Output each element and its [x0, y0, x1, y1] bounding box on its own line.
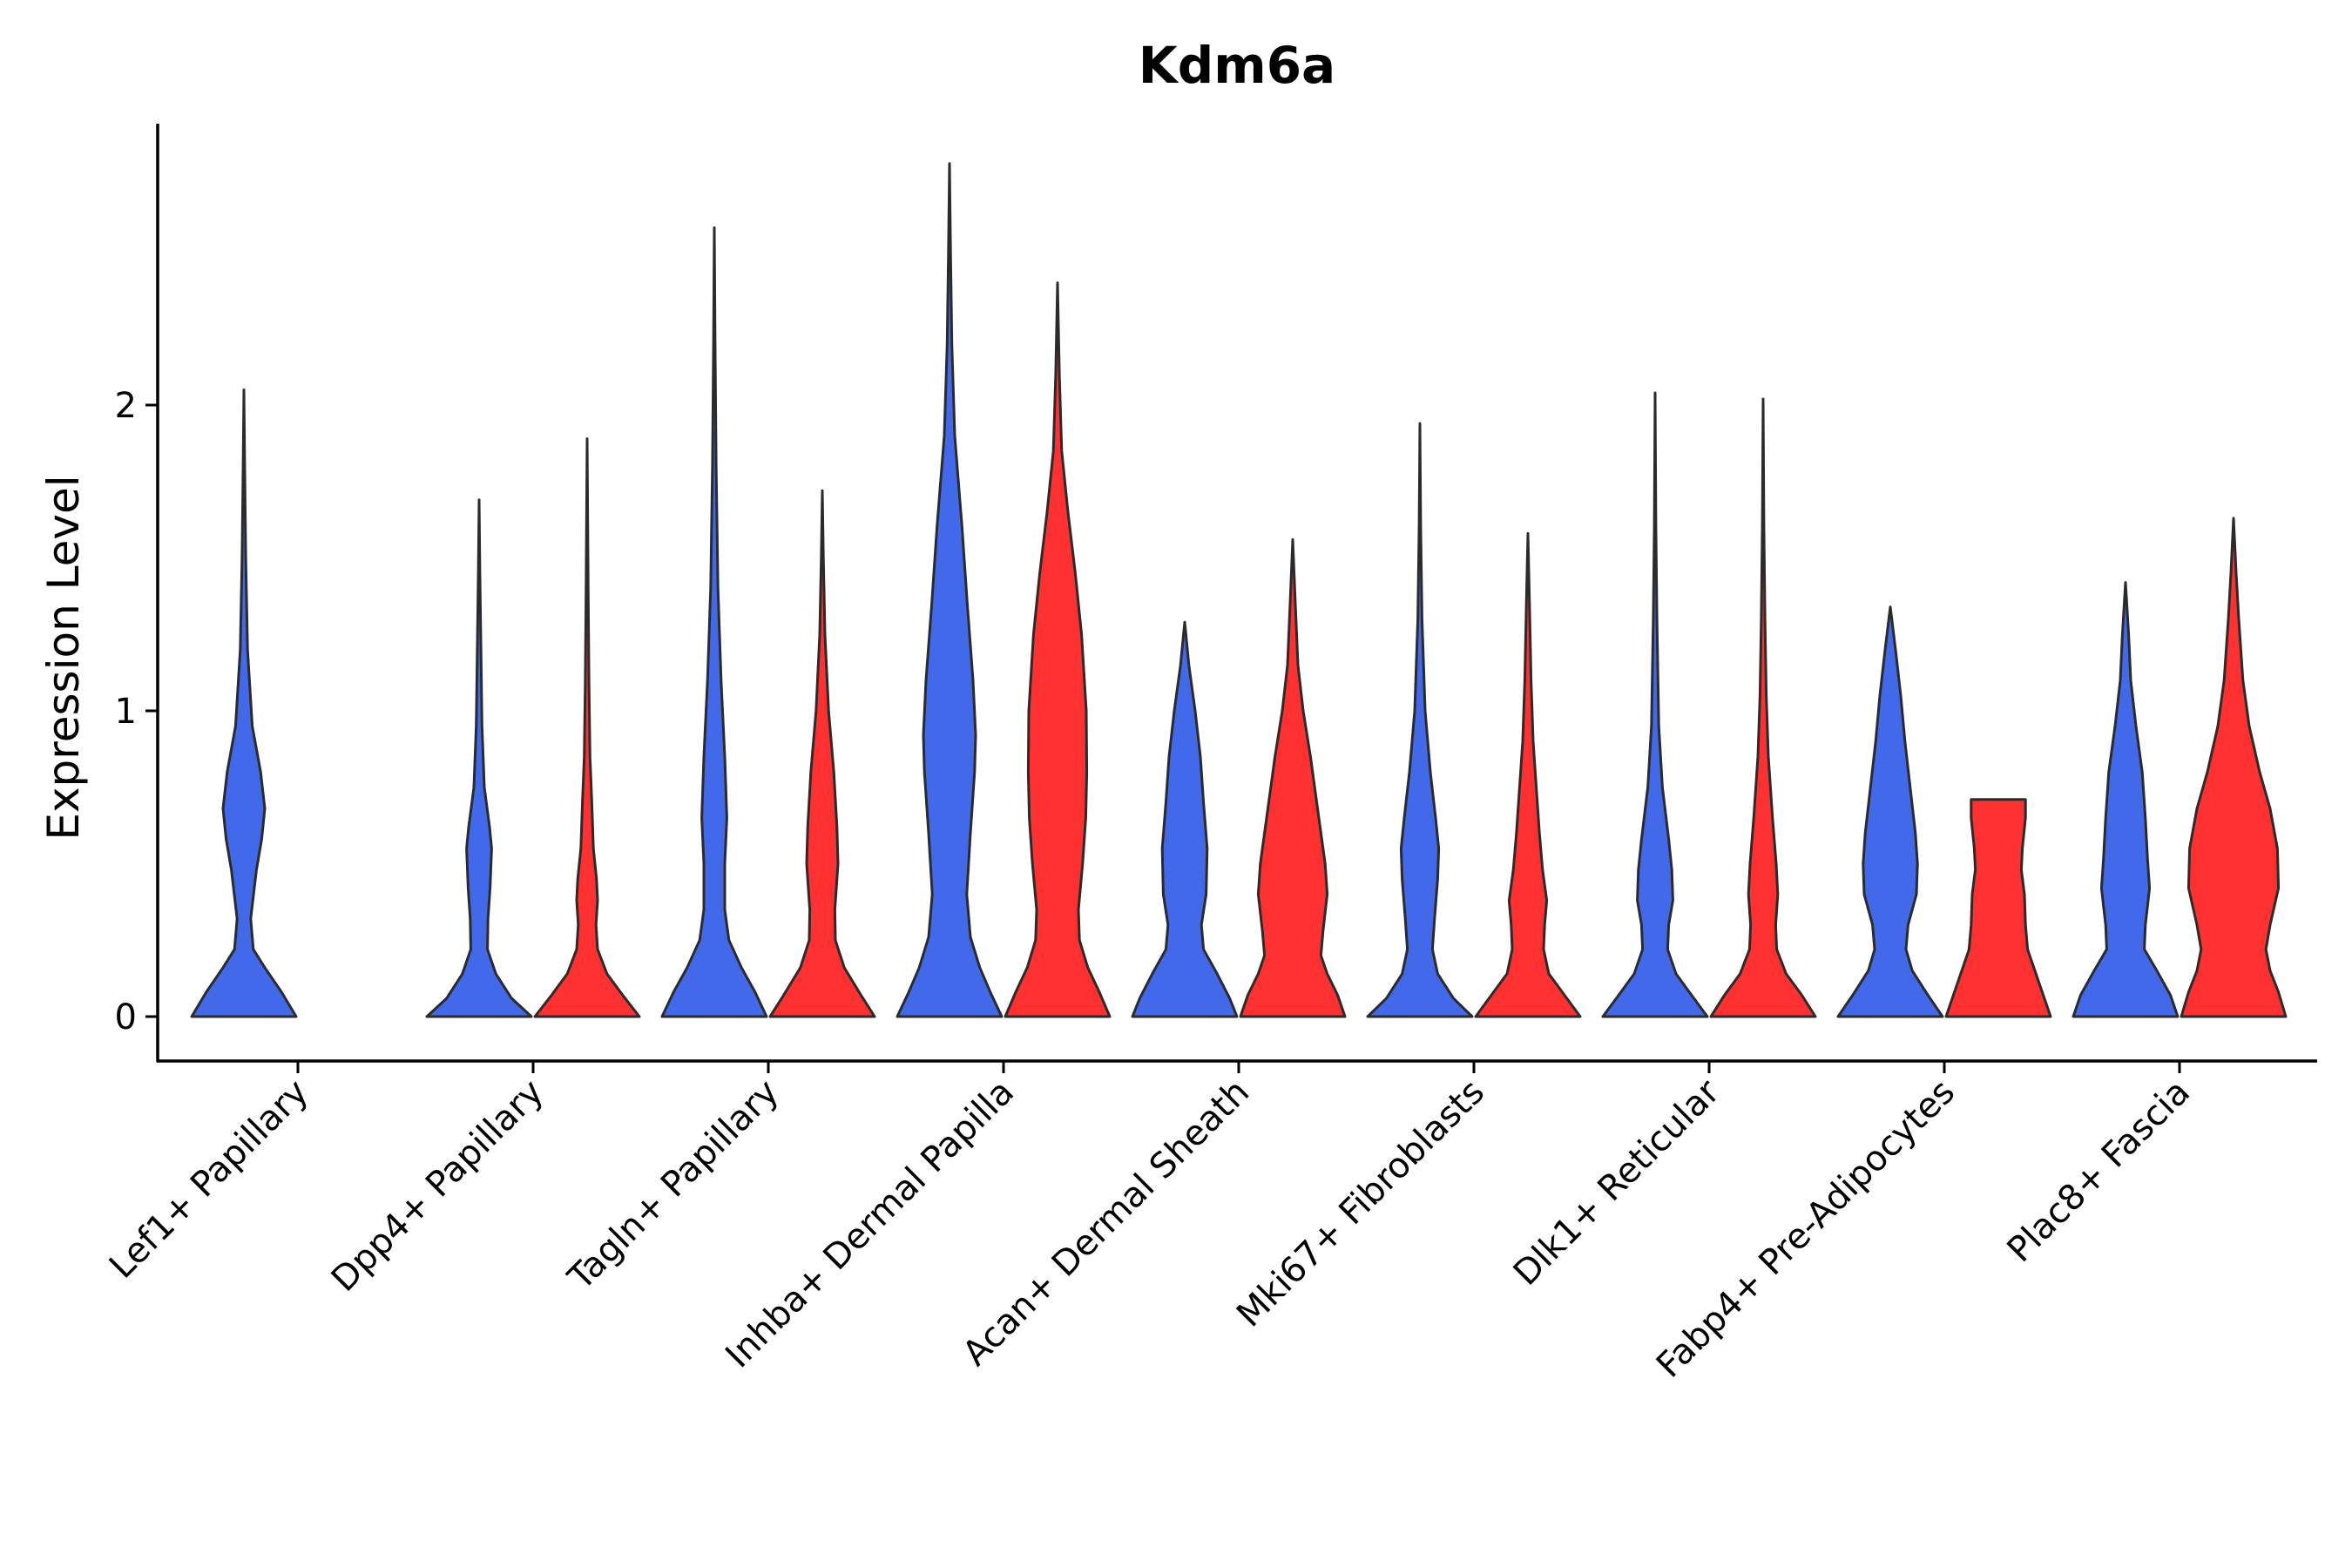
y-axis-ticks: 0 1 2 — [115, 386, 158, 1037]
violin-red — [1474, 531, 1582, 1018]
violin-blue — [660, 226, 768, 1018]
x-axis-ticks: Lef1+ Papillary Dpp4+ Papillary Tagln+ Pap… — [102, 1061, 2198, 1386]
violin-blue — [896, 162, 1004, 1018]
violin-blue — [1601, 391, 1709, 1018]
violin-blue — [190, 389, 298, 1018]
y-tick-label: 1 — [115, 692, 137, 732]
x-tick-label: Plac8+ Fascia — [2000, 1072, 2199, 1271]
x-tick-label: Tagln+ Papillary — [560, 1072, 787, 1299]
x-tick-label: Lef1+ Papillary — [102, 1072, 316, 1287]
violin-red — [768, 489, 876, 1018]
violin-red — [2180, 517, 2288, 1018]
violin-red — [1239, 537, 1347, 1018]
chart-title: Kdm6a — [1139, 36, 1335, 95]
x-tick-label: Dlk1+ Reticular — [1506, 1071, 1728, 1294]
violins-group — [190, 162, 2288, 1018]
violin-blue — [1366, 422, 1474, 1018]
x-tick-label: Dpp4+ Papillary — [324, 1072, 551, 1300]
violin-blue — [2072, 581, 2180, 1018]
x-tick-label: Mki67+ Fibroblasts — [1229, 1072, 1492, 1335]
violin-red — [1944, 798, 2052, 1018]
y-tick-label: 2 — [115, 386, 137, 426]
violin-blue — [1131, 620, 1239, 1018]
violin-red — [1004, 281, 1112, 1018]
violin-blue — [425, 498, 533, 1018]
violin-red — [533, 437, 641, 1018]
violin-red — [1709, 397, 1817, 1018]
y-tick-label: 0 — [115, 997, 137, 1037]
y-axis-label: Expression Level — [38, 475, 89, 840]
violin-blue — [1836, 605, 1944, 1018]
